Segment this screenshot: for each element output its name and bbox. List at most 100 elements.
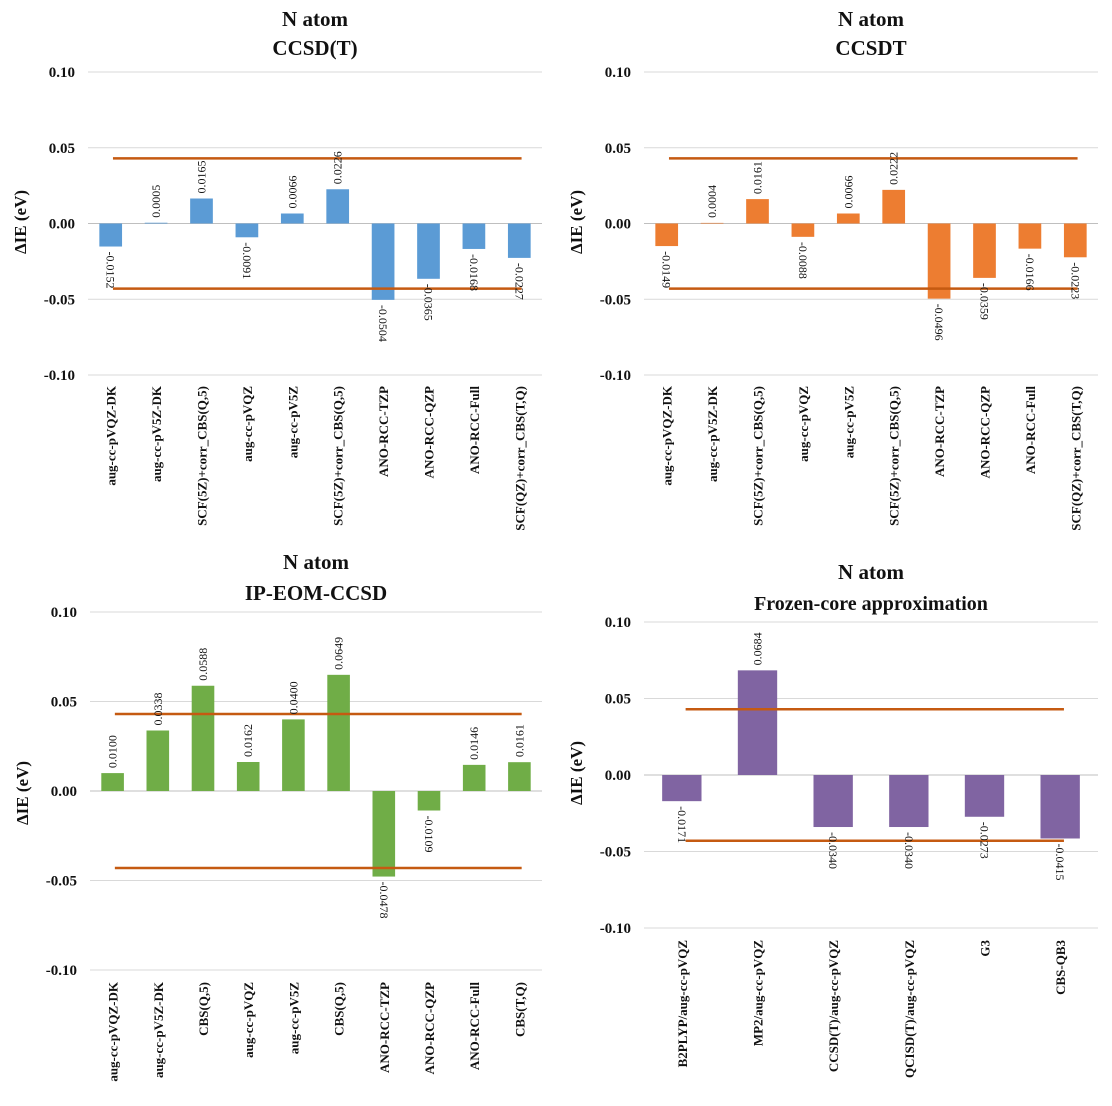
category-label: ANO-RCC-Full	[467, 982, 482, 1070]
y-tick-label: 0.00	[605, 768, 631, 784]
category-label: ANO-RCC-QZP	[978, 386, 993, 478]
category-label: ANO-RCC-Full	[467, 386, 482, 474]
chart-subtitle: CCSDT	[835, 36, 906, 60]
category-label: ANO-RCC-Full	[1023, 386, 1038, 474]
data-label: 0.0400	[286, 681, 300, 714]
category-label: aug-cc-pVQZ	[796, 386, 811, 462]
data-label: 0.0165	[195, 161, 209, 194]
category-label: aug-cc-pV5Z-DK	[151, 981, 166, 1078]
category-label: SCF(5Z)+corr_CBS(Q,5)	[887, 386, 902, 526]
data-label: -0.0109	[422, 816, 436, 853]
data-label: -0.0340	[902, 832, 916, 869]
y-tick-label: 0.00	[51, 784, 77, 800]
data-label: 0.0005	[149, 185, 163, 218]
data-label: -0.0504	[376, 305, 390, 342]
bar	[507, 223, 531, 258]
y-tick-label: -0.10	[600, 368, 631, 384]
data-label: 0.0066	[285, 176, 299, 209]
data-label: 0.0066	[841, 176, 855, 209]
data-label: -0.0359	[978, 283, 992, 320]
category-label: B2PLYP/aug-cc-pVQZ	[675, 940, 690, 1068]
chart-frozen-core: N atom Frozen-core approximation 0.10 0.05 0…	[556, 548, 1112, 1106]
chart-svg: N atom IP-EOM-CCSD 0.10 0.05 0.00 -0.05 -0.10 Δ…	[13, 550, 542, 1082]
data-label: -0.0273	[978, 822, 992, 859]
category-label: aug-cc-pVQZ	[240, 386, 255, 462]
category-label: aug-cc-pVQZ	[241, 982, 256, 1058]
category-label: ANO-RCC-TZP	[377, 982, 392, 1073]
data-label: 0.0226	[331, 151, 345, 184]
y-axis-label: ΔIE (eV)	[567, 190, 586, 254]
bar	[1040, 775, 1080, 839]
category-label: CBS(Q,5)	[196, 982, 211, 1036]
bar	[746, 199, 769, 224]
data-label: 0.0100	[106, 735, 120, 768]
category-label: QCISD(T)/aug-cc-pVQZ	[902, 940, 917, 1078]
bar	[508, 762, 531, 791]
bar	[889, 775, 929, 828]
data-label: -0.0088	[796, 242, 810, 279]
bar	[235, 223, 259, 238]
bar	[236, 762, 260, 791]
y-tick-label: -0.05	[600, 845, 631, 861]
bar	[190, 198, 213, 224]
chart-title: N atom	[282, 7, 348, 31]
data-label: 0.0146	[467, 727, 481, 760]
category-label: ANO-RCC-QZP	[422, 386, 437, 478]
data-label: -0.0223	[1068, 262, 1082, 299]
bar	[371, 223, 395, 300]
chart-ip-eom-ccsd: N atom IP-EOM-CCSD 0.10 0.05 0.00 -0.05 -0.10 Δ…	[0, 548, 556, 1106]
chart-svg: N atom CCSDT 0.10 0.05 0.00 -0.05 -0.10 ΔIE (eV…	[567, 7, 1098, 531]
chart-svg: N atom CCSD(T) 0.10 0.05 0.00 -0.05 -0.10 ΔIE (…	[11, 7, 542, 531]
y-axis-label: ΔIE (eV)	[567, 741, 586, 805]
category-label: MP2/aug-cc-pVQZ	[751, 940, 766, 1046]
category-label: SCF(5Z)+corr_CBS(Q,5)	[195, 386, 210, 526]
bar	[836, 213, 860, 224]
bar	[280, 213, 304, 224]
data-label: 0.0161	[751, 161, 765, 194]
bar	[1063, 223, 1087, 258]
bar	[813, 775, 853, 828]
y-tick-label: -0.05	[44, 292, 75, 308]
data-label: -0.0091	[240, 242, 254, 279]
category-label: SCF(QZ)+corr_CBS(T,Q)	[1068, 386, 1083, 531]
bar	[372, 791, 396, 877]
category-label: SCF(5Z)+corr_CBS(Q,5)	[331, 386, 346, 526]
category-label: aug-cc-pV5Z	[841, 386, 856, 459]
y-tick-label: 0.00	[49, 217, 75, 233]
y-tick-label: 0.05	[51, 695, 77, 711]
category-label: G3	[978, 940, 993, 957]
bar	[282, 719, 305, 791]
bar	[99, 223, 123, 247]
data-label: 0.0004	[705, 185, 719, 218]
y-tick-label: -0.10	[600, 921, 631, 937]
chart-title: N atom	[283, 550, 349, 574]
chart-svg: N atom Frozen-core approximation 0.10 0.05 0…	[567, 560, 1098, 1078]
bar	[973, 223, 996, 278]
y-tick-label: 0.10	[49, 65, 75, 81]
bar	[737, 670, 778, 775]
y-axis-label: ΔIE (eV)	[11, 190, 30, 254]
data-label: -0.0168	[467, 254, 481, 291]
data-label: 0.0161	[512, 724, 526, 757]
category-label: aug-cc-pVQZ-DK	[660, 385, 675, 486]
bar	[791, 223, 815, 237]
data-label: -0.0166	[1023, 254, 1037, 291]
data-label: 0.0588	[196, 648, 210, 681]
data-label: 0.0684	[751, 632, 765, 665]
bar	[146, 730, 170, 791]
bar	[1018, 223, 1042, 249]
y-tick-label: -0.10	[46, 963, 77, 979]
y-tick-label: -0.05	[46, 874, 77, 890]
data-label: -0.0227	[512, 263, 526, 300]
data-label: 0.0222	[887, 152, 901, 185]
bar	[964, 775, 1005, 817]
category-label: SCF(QZ)+corr_CBS(T,Q)	[512, 386, 527, 531]
bar	[144, 222, 168, 224]
chart-subtitle: IP-EOM-CCSD	[245, 581, 387, 605]
category-label: aug-cc-pV5Z	[286, 982, 301, 1055]
data-label: 0.0162	[241, 724, 255, 757]
y-tick-label: 0.10	[51, 605, 77, 621]
data-label: -0.0152	[104, 252, 118, 289]
category-label: CBS(T,Q)	[512, 982, 527, 1037]
bar	[662, 775, 702, 802]
